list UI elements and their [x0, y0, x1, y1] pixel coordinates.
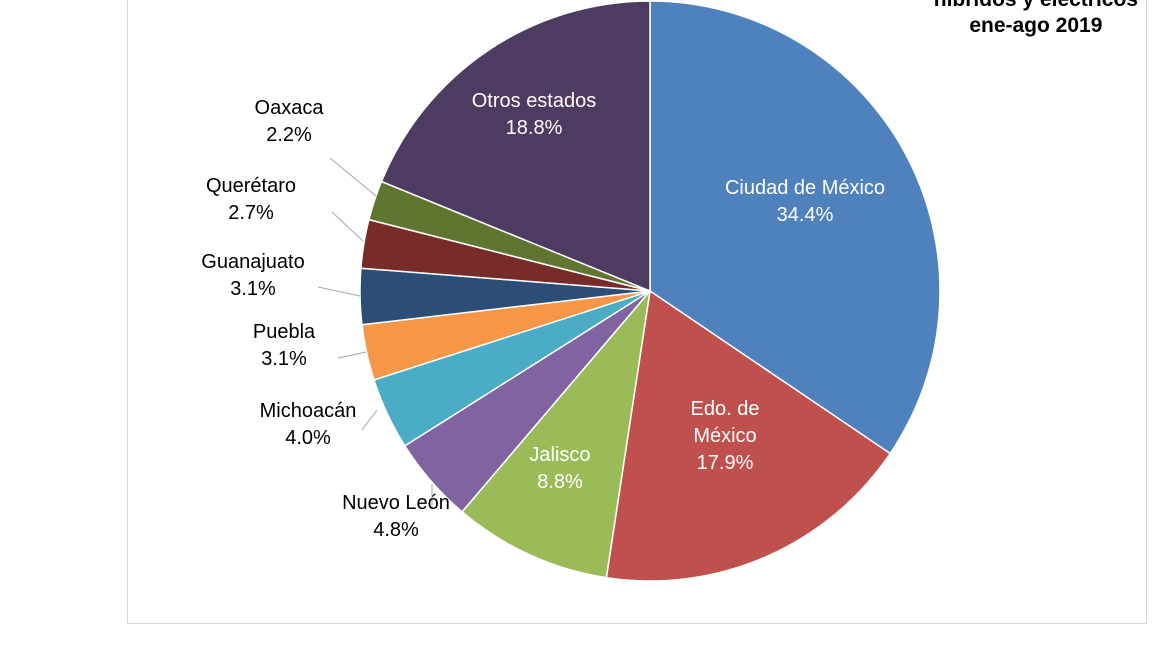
leader-line-8: [329, 157, 377, 197]
leader-line-4: [361, 409, 378, 431]
data-label-name-0: Ciudad de México: [725, 177, 885, 199]
title-line-2: ene-ago 2019: [969, 14, 1103, 37]
data-label-value-6: 3.1%: [230, 278, 276, 300]
data-label-name-3: Nuevo León: [342, 492, 450, 514]
data-label-value-5: 3.1%: [261, 348, 307, 370]
leader-line-5: [337, 351, 367, 359]
data-label-value-8: 2.2%: [266, 124, 312, 146]
leader-line-6: [317, 286, 361, 297]
data-label-name-4: Michoacán: [260, 400, 357, 422]
data-label-value-3: 4.8%: [373, 519, 419, 541]
data-label-name-2: Jalisco: [529, 444, 590, 466]
data-label-value-1: 17.9%: [697, 452, 754, 474]
data-label-name-1: Edo. de: [691, 398, 760, 420]
pie-slice-1: [605, 289, 892, 582]
data-label-value-2: 8.8%: [537, 471, 583, 493]
data-label-value-0: 34.4%: [777, 204, 834, 226]
data-label-name-7: Querétaro: [206, 175, 296, 197]
data-label-name-9: Otros estados: [472, 90, 597, 112]
chart-frame: [127, 0, 1147, 624]
data-label-name-5: Puebla: [253, 321, 316, 343]
leader-line-7: [331, 211, 364, 242]
title-line-1: híbridos y eléctricos: [934, 0, 1138, 13]
data-label-name-6: Guanajuato: [201, 251, 304, 273]
pie-slice-9: [380, 0, 651, 293]
pie-slice-2: [460, 288, 652, 579]
data-label-value-9: 18.8%: [506, 117, 563, 139]
chart-title: híbridos y eléctricos ene-ago 2019: [934, 0, 1138, 39]
data-label-value-7: 2.7%: [228, 202, 274, 224]
pie-slice-0: [649, 0, 941, 455]
data-label-name-1: México: [693, 425, 756, 447]
data-label-value-4: 4.0%: [285, 427, 331, 449]
data-label-name-8: Oaxaca: [255, 97, 325, 119]
